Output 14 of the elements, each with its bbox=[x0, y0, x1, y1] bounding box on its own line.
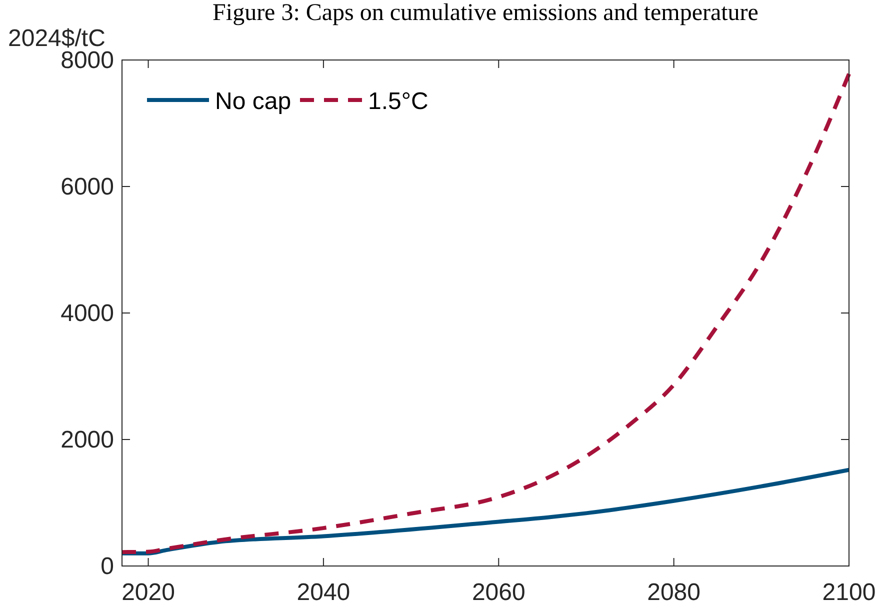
legend-label: No cap bbox=[215, 88, 292, 115]
line-series bbox=[120, 468, 851, 556]
chart-title: Figure 3: Caps on cumulative emissions and temperature bbox=[212, 0, 758, 26]
y-tick-label: 2000 bbox=[60, 426, 114, 454]
y-tick-label: 6000 bbox=[60, 174, 114, 200]
x-tick-label: 2040 bbox=[296, 579, 350, 606]
x-tick-label: 2100 bbox=[822, 579, 876, 606]
line-series bbox=[120, 72, 851, 554]
legend-label: 1.5°C bbox=[368, 88, 428, 115]
x-tick-label: 2060 bbox=[472, 579, 526, 606]
y-tick-label: 4000 bbox=[60, 300, 114, 327]
x-tick-label: 2080 bbox=[647, 579, 701, 606]
x-tick-label: 2020 bbox=[122, 579, 175, 606]
y-tick-label: 0 bbox=[100, 553, 114, 580]
